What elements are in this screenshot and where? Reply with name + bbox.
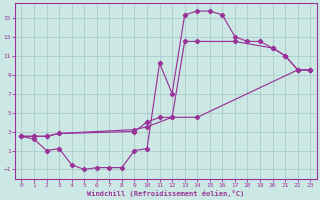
X-axis label: Windchill (Refroidissement éolien,°C): Windchill (Refroidissement éolien,°C) bbox=[87, 190, 244, 197]
